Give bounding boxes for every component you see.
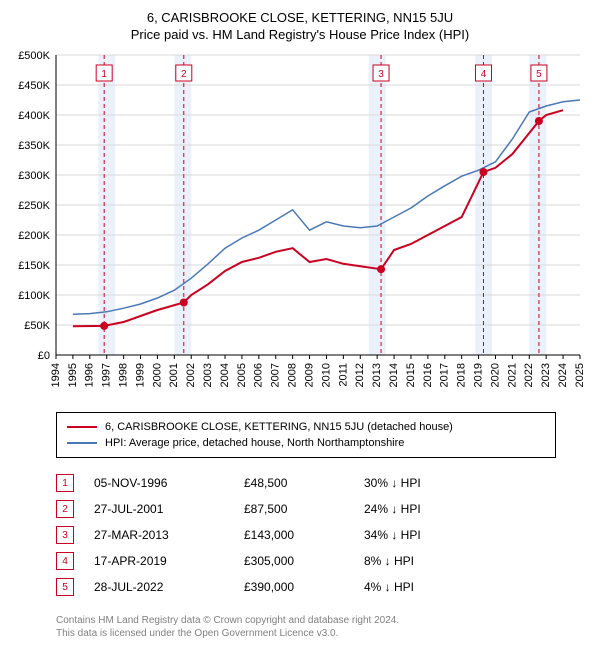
event-marker: 5 (56, 578, 74, 596)
svg-text:2023: 2023 (540, 363, 552, 387)
event-row: 1 05-NOV-1996£48,50030% ↓ HPI (56, 470, 556, 496)
event-marker: 4 (56, 552, 74, 570)
svg-text:2003: 2003 (202, 363, 214, 387)
svg-text:2014: 2014 (388, 363, 400, 387)
svg-text:£500K: £500K (18, 50, 50, 62)
event-date: 28-JUL-2022 (94, 580, 244, 594)
svg-text:2025: 2025 (574, 363, 586, 387)
chart-title: 6, CARISBROOKE CLOSE, KETTERING, NN15 5J… (10, 10, 590, 25)
svg-text:3: 3 (378, 69, 384, 80)
event-price: £305,000 (244, 554, 364, 568)
svg-text:£450K: £450K (18, 80, 50, 92)
svg-text:£350K: £350K (18, 140, 50, 152)
svg-text:2004: 2004 (219, 363, 231, 387)
event-table: 1 05-NOV-1996£48,50030% ↓ HPI 2 27-JUL-2001… (56, 470, 556, 600)
event-diff: 34% ↓ HPI (364, 528, 556, 542)
event-marker: 1 (56, 474, 74, 492)
event-diff: 24% ↓ HPI (364, 502, 556, 516)
event-row: 5 28-JUL-2022£390,0004% ↓ HPI (56, 574, 556, 600)
legend-row: 6, CARISBROOKE CLOSE, KETTERING, NN15 5J… (67, 419, 545, 435)
event-row: 4 17-APR-2019£305,0008% ↓ HPI (56, 548, 556, 574)
svg-text:4: 4 (481, 69, 487, 80)
price-chart: £0 £50K £100K £150K £200K £250K £300K £350K £400… (10, 50, 590, 400)
svg-text:£0: £0 (38, 350, 50, 362)
event-date: 05-NOV-1996 (94, 476, 244, 490)
svg-text:1995: 1995 (67, 363, 79, 387)
svg-text:2021: 2021 (506, 363, 518, 387)
svg-text:2013: 2013 (371, 363, 383, 387)
event-diff: 30% ↓ HPI (364, 476, 556, 490)
legend: 6, CARISBROOKE CLOSE, KETTERING, NN15 5J… (56, 412, 556, 458)
event-date: 27-JUL-2001 (94, 502, 244, 516)
svg-text:2007: 2007 (270, 363, 282, 387)
svg-text:1994: 1994 (50, 363, 62, 387)
svg-text:1998: 1998 (118, 363, 130, 387)
svg-text:2016: 2016 (422, 363, 434, 387)
svg-text:2001: 2001 (168, 363, 180, 387)
svg-text:2022: 2022 (523, 363, 535, 387)
svg-text:£150K: £150K (18, 260, 50, 272)
legend-row: HPI: Average price, detached house, Nort… (67, 435, 545, 451)
svg-text:2019: 2019 (472, 363, 484, 387)
svg-text:2020: 2020 (489, 363, 501, 387)
attribution: Contains HM Land Registry data © Crown c… (56, 614, 590, 640)
svg-text:1: 1 (101, 69, 107, 80)
svg-text:£50K: £50K (24, 320, 50, 332)
svg-text:£100K: £100K (18, 290, 50, 302)
svg-text:2011: 2011 (337, 363, 349, 387)
svg-text:£400K: £400K (18, 110, 50, 122)
event-price: £143,000 (244, 528, 364, 542)
svg-text:2009: 2009 (303, 363, 315, 387)
svg-text:£250K: £250K (18, 200, 50, 212)
svg-text:2015: 2015 (405, 363, 417, 387)
svg-text:5: 5 (536, 69, 542, 80)
svg-text:2008: 2008 (287, 363, 299, 387)
svg-text:1999: 1999 (134, 363, 146, 387)
event-price: £390,000 (244, 580, 364, 594)
svg-text:2002: 2002 (185, 363, 197, 387)
event-price: £87,500 (244, 502, 364, 516)
chart-subtitle: Price paid vs. HM Land Registry's House … (10, 27, 590, 42)
legend-label: 6, CARISBROOKE CLOSE, KETTERING, NN15 5J… (105, 421, 453, 433)
svg-text:2005: 2005 (236, 363, 248, 387)
event-diff: 8% ↓ HPI (364, 554, 556, 568)
event-row: 3 27-MAR-2013£143,00034% ↓ HPI (56, 522, 556, 548)
svg-text:2006: 2006 (253, 363, 265, 387)
svg-text:2018: 2018 (456, 363, 468, 387)
svg-text:1997: 1997 (101, 363, 113, 387)
event-marker: 2 (56, 500, 74, 518)
svg-text:£300K: £300K (18, 170, 50, 182)
svg-text:1996: 1996 (84, 363, 96, 387)
event-diff: 4% ↓ HPI (364, 580, 556, 594)
svg-text:2012: 2012 (354, 363, 366, 387)
event-price: £48,500 (244, 476, 364, 490)
event-row: 2 27-JUL-2001£87,50024% ↓ HPI (56, 496, 556, 522)
svg-text:2024: 2024 (557, 363, 569, 387)
event-marker: 3 (56, 526, 74, 544)
legend-swatch (67, 442, 97, 444)
svg-text:2017: 2017 (439, 363, 451, 387)
svg-text:2: 2 (181, 69, 187, 80)
footer-line-2: This data is licensed under the Open Gov… (56, 627, 590, 640)
event-date: 27-MAR-2013 (94, 528, 244, 542)
svg-text:£200K: £200K (18, 230, 50, 242)
svg-text:2010: 2010 (320, 363, 332, 387)
event-date: 17-APR-2019 (94, 554, 244, 568)
legend-label: HPI: Average price, detached house, Nort… (105, 437, 404, 449)
svg-text:2000: 2000 (151, 363, 163, 387)
footer-line-1: Contains HM Land Registry data © Crown c… (56, 614, 590, 627)
legend-swatch (67, 426, 97, 428)
